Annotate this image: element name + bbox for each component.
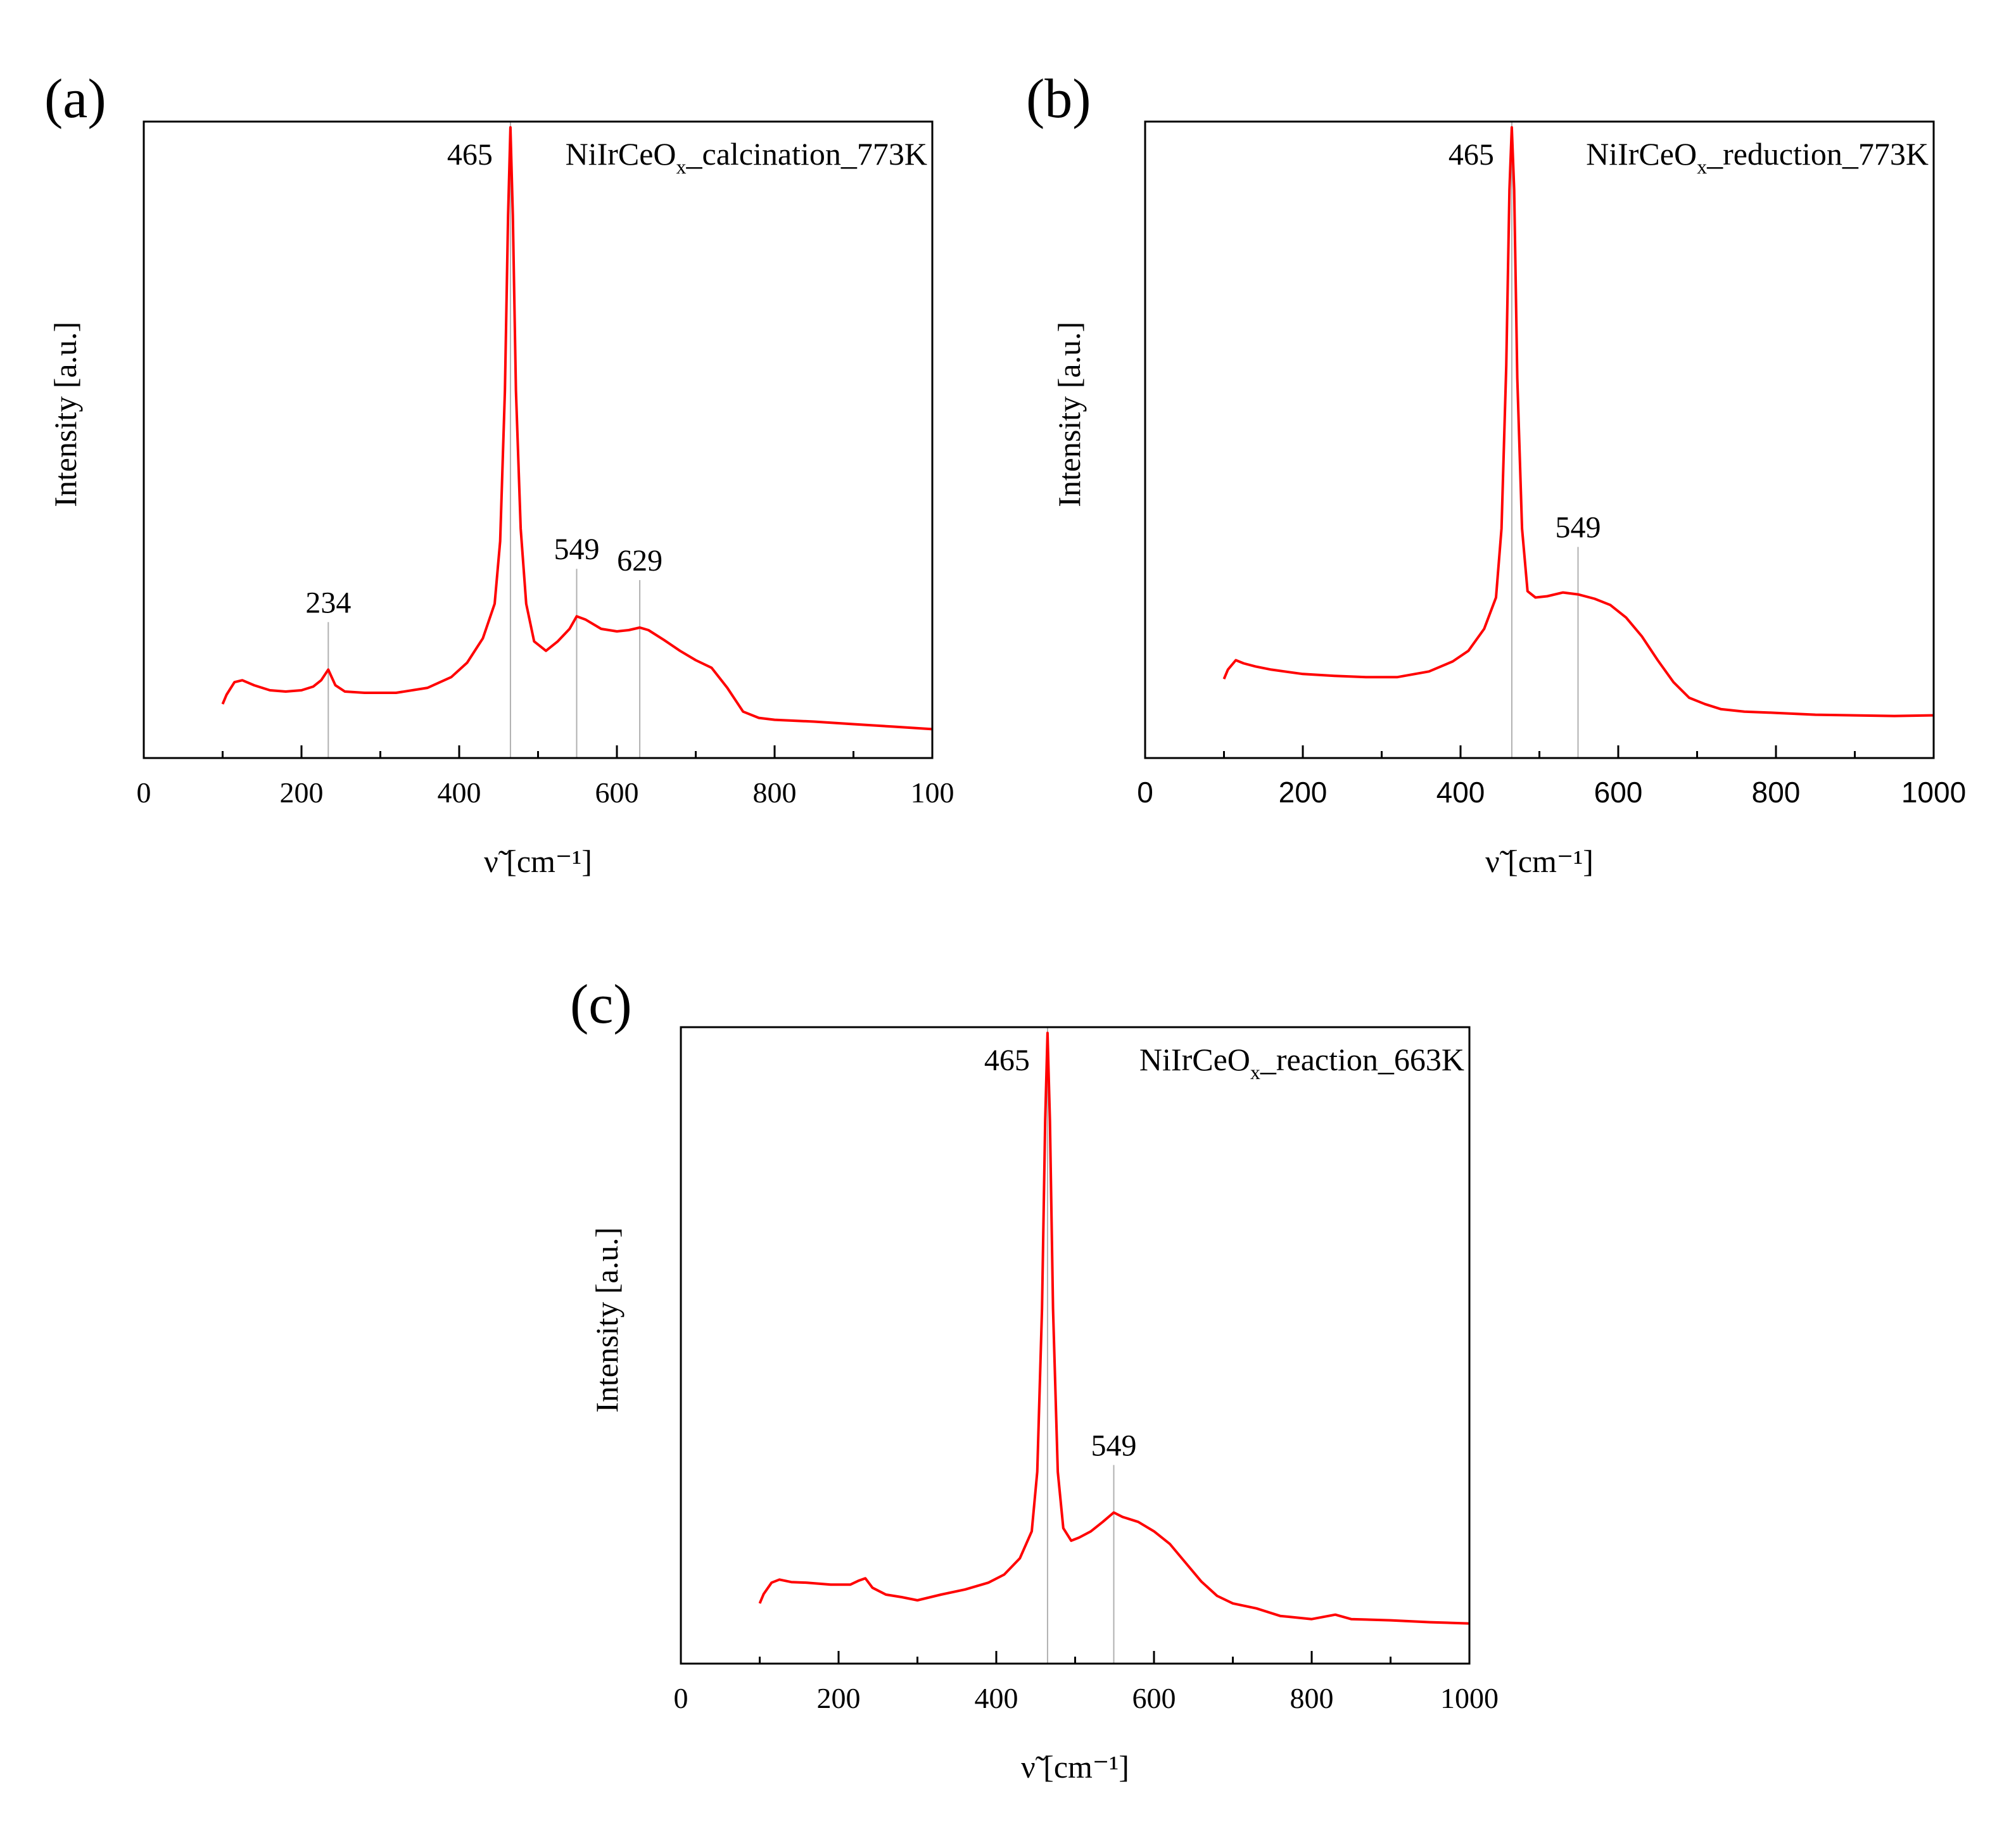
peak-label: 465 xyxy=(984,1044,1030,1077)
annotation-subscript: x xyxy=(676,155,687,178)
panel-label: (b) xyxy=(1026,68,1091,130)
peak-label: 465 xyxy=(1449,138,1494,172)
x-tick-label: 200 xyxy=(280,776,324,809)
x-axis-label: ν̃ [cm⁻¹] xyxy=(1485,844,1594,879)
annotation-suffix: _reduction_773K xyxy=(1706,136,1929,172)
annotation-suffix: _reaction_663K xyxy=(1260,1042,1464,1077)
x-tick-label: 400 xyxy=(1436,776,1485,809)
annotation-suffix: _calcination_773K xyxy=(686,136,927,172)
x-tick-label: 400 xyxy=(438,776,481,809)
annotation-main: NiIrCeO xyxy=(1139,1042,1250,1077)
panel-c: (c) 0 200 400 600 800 1000 ν̃ [cm⁻¹] Intensity [… xyxy=(570,974,1499,1785)
panel-label: (c) xyxy=(570,974,632,1035)
spectrum-line xyxy=(758,1032,1469,1625)
y-axis-label: Intensity [a.u.] xyxy=(48,322,83,507)
x-tick-label: 0 xyxy=(1137,776,1153,809)
x-tick-label: 200 xyxy=(1279,776,1328,809)
x-axis-label: ν̃ [cm⁻¹] xyxy=(1021,1749,1129,1785)
panel-a: (a) 0 200 400 600 800 100 ν̃ [cm⁻¹] Intensity [a… xyxy=(44,68,954,879)
x-tick-label: 600 xyxy=(1594,776,1643,809)
panel-label: (a) xyxy=(44,68,106,130)
spectrum-line xyxy=(1222,126,1934,718)
annotation-main: NiIrCeO xyxy=(566,136,676,172)
panel-b: (b) 0 200 400 600 800 1000 ν̃ [cm⁻¹] Intensity [… xyxy=(1026,68,1966,879)
sample-annotation: NiIrCeOx_reduction_773K xyxy=(1586,136,1929,178)
x-tick-label: 600 xyxy=(595,776,639,809)
x-tick-label: 800 xyxy=(753,776,797,809)
x-tick-label: 100 xyxy=(911,776,954,809)
x-tick-label: 0 xyxy=(674,1682,688,1714)
peak-label: 549 xyxy=(1556,511,1601,545)
annotation-subscript: x xyxy=(1250,1061,1260,1084)
x-tick-label: 800 xyxy=(1752,776,1801,809)
x-tick-label: 800 xyxy=(1290,1682,1334,1714)
peak-label: 549 xyxy=(554,533,600,566)
peak-label: 234 xyxy=(305,586,351,619)
peak-label: 629 xyxy=(617,544,662,578)
sample-annotation: NiIrCeOx_calcination_773K xyxy=(566,136,927,178)
x-tick-label: 0 xyxy=(137,776,151,809)
x-tick-label: 600 xyxy=(1132,1682,1176,1714)
x-tick-label: 1000 xyxy=(1440,1682,1499,1714)
x-tick-label: 1000 xyxy=(1901,776,1966,809)
peak-label: 549 xyxy=(1091,1429,1137,1462)
annotation-main: NiIrCeO xyxy=(1586,136,1697,172)
x-tick-label: 200 xyxy=(817,1682,861,1714)
y-axis-label: Intensity [a.u.] xyxy=(1051,322,1087,507)
x-tick-label: 400 xyxy=(975,1682,1018,1714)
annotation-subscript: x xyxy=(1697,155,1707,178)
spectrum-line xyxy=(221,126,932,731)
y-axis-label: Intensity [a.u.] xyxy=(589,1227,624,1413)
x-axis-label: ν̃ [cm⁻¹] xyxy=(484,844,592,879)
peak-label: 465 xyxy=(447,138,493,172)
sample-annotation: NiIrCeOx_reaction_663K xyxy=(1139,1042,1464,1084)
